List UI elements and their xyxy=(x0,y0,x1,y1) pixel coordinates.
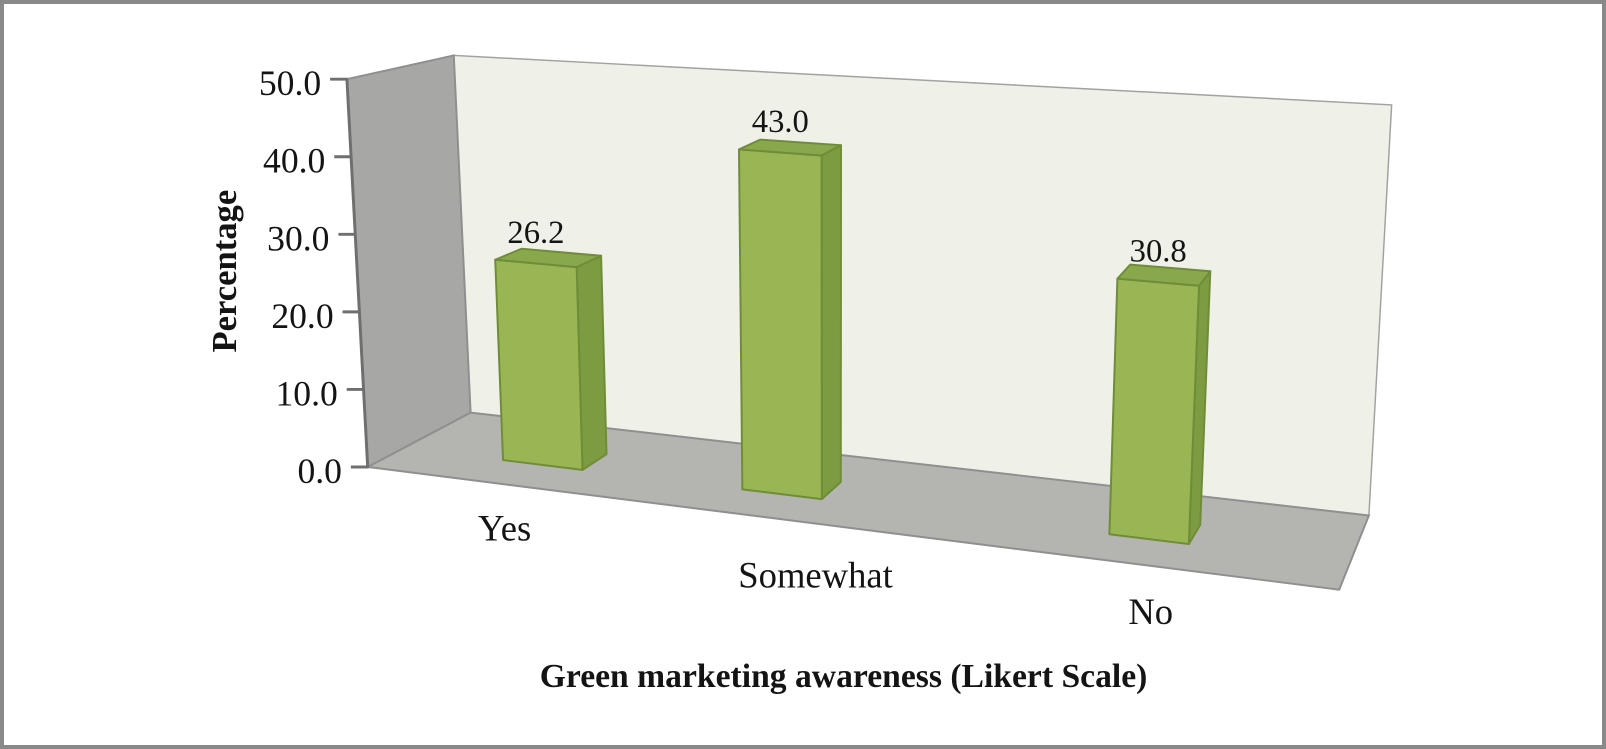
bar-top-face xyxy=(1116,263,1212,287)
bar-top-face xyxy=(738,138,842,157)
y-tick-label: 50.0 xyxy=(259,63,321,103)
y-tick-label: 0.0 xyxy=(297,451,342,491)
bar-front-face xyxy=(494,258,584,471)
y-tick-label: 40.0 xyxy=(263,141,325,181)
chart-axis xyxy=(330,77,370,469)
floor xyxy=(364,411,1371,591)
category-label: Somewhat xyxy=(738,554,893,595)
3d-bar-chart: 0.0 10.0 20.0 30.0 40.0 50.0 26.2 43.0 30.8 Yes So… xyxy=(206,54,1393,695)
y-axis-title: Percentage xyxy=(206,190,244,353)
data-label: 30.8 xyxy=(1130,234,1187,270)
data-label: 43.0 xyxy=(752,104,809,140)
bar-front-face xyxy=(738,148,823,501)
y-tick-label: 30.0 xyxy=(267,218,329,258)
data-label: 26.2 xyxy=(507,215,564,251)
bar-side-face xyxy=(820,144,842,501)
chart-labels: 0.0 10.0 20.0 30.0 40.0 50.0 26.2 43.0 30.8 Yes So… xyxy=(259,63,1187,632)
y-axis-line xyxy=(345,79,370,468)
bar-2 xyxy=(1108,263,1212,546)
bar-0 xyxy=(494,247,608,471)
bar-1 xyxy=(738,138,842,501)
chart-bars xyxy=(494,138,1212,546)
bar-top-face xyxy=(494,247,603,269)
y-tick-label: 20.0 xyxy=(271,296,333,336)
category-label: No xyxy=(1128,591,1173,632)
category-label: Yes xyxy=(478,507,531,548)
y-tick-label: 10.0 xyxy=(275,373,337,413)
bar-front-face xyxy=(1108,277,1201,546)
x-axis-title: Green marketing awareness (Likert Scale) xyxy=(540,658,1148,695)
